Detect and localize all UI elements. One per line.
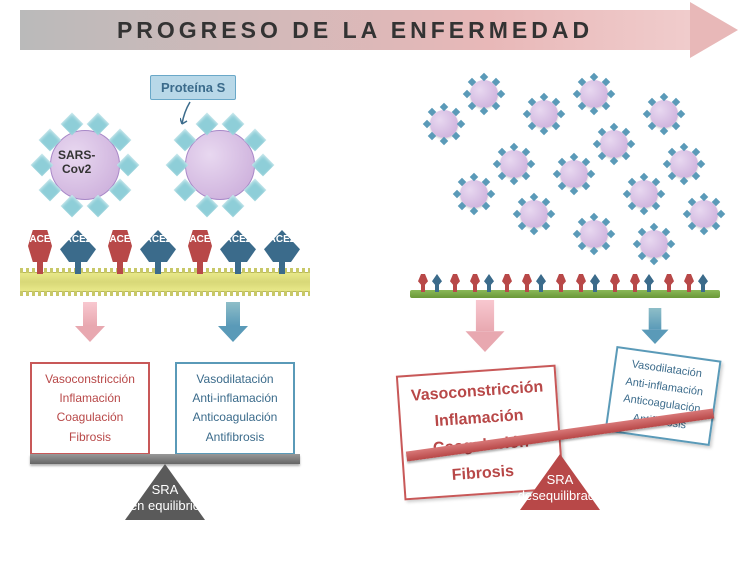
spike-icon xyxy=(527,160,535,168)
spike-icon xyxy=(657,190,665,198)
spike-icon xyxy=(542,222,550,230)
spike-icon xyxy=(610,157,618,165)
flow-arrow-icon xyxy=(642,308,669,344)
balance-label: SRAen equilibrio xyxy=(95,482,235,513)
spike-icon xyxy=(117,154,140,177)
virus-name-label: SARS-Cov2 xyxy=(58,148,95,176)
spike-icon xyxy=(697,160,705,168)
spike-icon xyxy=(692,172,700,180)
spike-icon xyxy=(470,207,478,215)
spike-icon xyxy=(662,252,670,260)
ace-receptor: ACE xyxy=(24,230,56,274)
spike-icon xyxy=(252,154,275,177)
title-banner: PROGRESO DE LA ENFERMEDAD xyxy=(20,10,734,50)
spike-icon xyxy=(440,137,448,145)
spike-icon xyxy=(667,240,675,248)
spike-icon xyxy=(627,140,635,148)
spike-icon xyxy=(650,257,658,265)
spike-icon xyxy=(652,202,660,210)
spike-icon xyxy=(480,107,488,115)
spike-icon xyxy=(547,210,555,218)
arrow-head-icon xyxy=(690,2,738,58)
balance-beam xyxy=(30,454,300,464)
spike-icon xyxy=(590,247,598,255)
spike-icon xyxy=(530,227,538,235)
spike-icon xyxy=(602,102,610,110)
flow-arrow-icon xyxy=(218,302,248,342)
spike-icon xyxy=(570,187,578,195)
spike-icon xyxy=(587,170,595,178)
spike-icon xyxy=(717,210,725,218)
spike-icon xyxy=(640,207,648,215)
ace2-receptor: ACE2 xyxy=(264,230,300,274)
spike-icon xyxy=(672,122,680,130)
spike-icon xyxy=(557,110,565,118)
spike-icon xyxy=(452,132,460,140)
effects-box-harmful: VasoconstricciónInflamaciónCoagulaciónFi… xyxy=(30,362,150,455)
spike-icon xyxy=(607,90,615,98)
ace2-receptor: ACE2 xyxy=(220,230,256,274)
balance-label: SRAdesequilibrado xyxy=(490,472,630,503)
title-text: PROGRESO DE LA ENFERMEDAD xyxy=(20,10,690,50)
flow-arrow-icon xyxy=(466,300,505,352)
spike-icon xyxy=(622,152,630,160)
flow-arrow-icon xyxy=(75,302,105,342)
spike-icon xyxy=(482,202,490,210)
spike-icon xyxy=(680,177,688,185)
cell-membrane xyxy=(20,272,310,292)
spike-icon xyxy=(552,122,560,130)
ace-receptor: ACE xyxy=(104,230,136,274)
spike-icon xyxy=(607,230,615,238)
spike-icon xyxy=(660,127,668,135)
spike-icon xyxy=(510,177,518,185)
spike-icon xyxy=(582,182,590,190)
spike-icon xyxy=(700,227,708,235)
protein-s-label: Proteína S xyxy=(150,75,236,100)
spike-icon xyxy=(590,107,598,115)
spike-icon xyxy=(457,120,465,128)
spike-icon xyxy=(712,222,720,230)
ace-receptor: ACE xyxy=(184,230,216,274)
spike-icon xyxy=(677,110,685,118)
spike-icon xyxy=(492,102,500,110)
spike-icon xyxy=(602,242,610,250)
spike-icon xyxy=(487,190,495,198)
spike-icon xyxy=(522,172,530,180)
spike-icon xyxy=(540,127,548,135)
ace2-receptor: ACE2 xyxy=(140,230,176,274)
ace2-receptor: ACE2 xyxy=(60,230,96,274)
spike-icon xyxy=(497,90,505,98)
effects-box-protective: VasodilataciónAnti-inflamaciónAnticoagul… xyxy=(175,362,295,455)
